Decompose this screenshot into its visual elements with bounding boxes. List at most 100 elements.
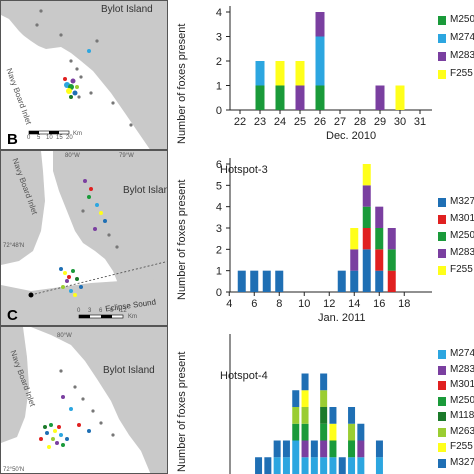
bar-F255 — [362, 164, 371, 186]
map-c-scale-unit: Km — [128, 314, 137, 320]
map-c-scale-1: 3 — [88, 308, 92, 314]
map-b-letter: B — [7, 131, 18, 148]
chart-0-xtick-label: 23 — [254, 116, 266, 128]
chart-0-xlabel: Dec. 2010 — [326, 130, 377, 142]
bar-M274 — [315, 36, 325, 86]
chart-1-xtick-label: 16 — [373, 298, 385, 310]
map-d-land — [1, 327, 167, 473]
chart-1-xtick-label: 10 — [298, 298, 310, 310]
map-c-fox-points — [28, 179, 167, 298]
bar-M327 — [292, 390, 300, 407]
map-c-scale-4: 12 — [120, 308, 127, 314]
bar-M250 — [320, 423, 328, 441]
bar-M327 — [375, 270, 384, 292]
chart-1-xtick-label: 14 — [348, 298, 360, 310]
bar-M301 — [387, 270, 396, 292]
chart-0-xtick-label: 24 — [274, 116, 286, 128]
legend-label: M250 — [450, 394, 474, 406]
chart-0-xtick-label: 27 — [334, 116, 346, 128]
map-d-lat: 72°50'N — [3, 467, 25, 473]
bar-M327 — [301, 373, 309, 391]
bar-M327 — [282, 440, 290, 458]
map-b-island-label: Bylot Island — [101, 4, 153, 15]
bar-M327 — [264, 457, 272, 474]
chart-0-ytick-label: 4 — [216, 7, 222, 19]
chart-0-xtick-label: 29 — [374, 116, 386, 128]
chart-0-ytick-label: 1 — [216, 81, 222, 93]
bar-M327 — [320, 373, 328, 391]
legend-swatch — [438, 266, 446, 275]
bar-M263 — [301, 407, 309, 424]
legend-label: M263 — [450, 425, 474, 437]
bar-M250 — [387, 249, 396, 271]
bar-M250 — [292, 423, 300, 441]
chart-hotspot-4: Number of foxes present Hotspot-4 M274 M2… — [168, 326, 474, 474]
legend-swatch — [438, 458, 446, 468]
legend-swatch — [438, 70, 446, 79]
bar-M327 — [255, 457, 263, 474]
legend-swatch — [438, 16, 446, 25]
bar-M327 — [350, 270, 359, 292]
chart-0-xtick-label: 30 — [394, 116, 406, 128]
legend-swatch — [438, 396, 446, 406]
legend-label: M283 — [450, 247, 474, 258]
bar-M327 — [375, 440, 383, 458]
legend-label: M274 — [450, 348, 474, 359]
chart-1-xlabel: Jan. 2011 — [318, 312, 366, 324]
bar-M327 — [337, 270, 346, 292]
legend-label: F255 — [450, 68, 473, 79]
bar-M250 — [348, 440, 356, 458]
map-c-scale-3: 9 — [110, 308, 114, 314]
bar-M327 — [362, 249, 371, 292]
map-b-scale-bar — [28, 130, 70, 135]
bar-M118 — [320, 407, 328, 424]
bar-F255 — [301, 390, 309, 407]
bar-M274 — [282, 457, 290, 474]
bar-M250 — [375, 228, 384, 250]
bar-M283 — [375, 85, 385, 110]
legend-swatch — [438, 350, 446, 359]
bar-M250 — [275, 85, 285, 110]
chart-1-xtick-label: 6 — [251, 298, 257, 310]
bar-M301 — [375, 249, 384, 271]
bar-M301 — [362, 228, 371, 250]
legend-label: M283 — [450, 363, 474, 375]
chart-0-xtick-label: 25 — [294, 116, 306, 128]
map-b-scale-3: 15 — [56, 135, 63, 141]
bar-M327 — [310, 440, 318, 458]
map-c-lon1: 80°W — [65, 153, 80, 159]
legend-swatch — [438, 365, 446, 375]
map-c-lat: 72°48'N — [3, 243, 25, 249]
legend-swatch — [438, 232, 446, 241]
bar-M274 — [357, 457, 365, 474]
bar-M327 — [250, 270, 259, 292]
legend-label: M250 — [450, 14, 474, 25]
bar-M250 — [329, 440, 337, 458]
bar-M327 — [273, 440, 281, 458]
map-b-scale-2: 10 — [46, 135, 53, 141]
legend-label: M118 — [450, 410, 474, 421]
bar-M327 — [275, 270, 284, 292]
chart-1-ytick-label: 4 — [216, 202, 222, 214]
legend-swatch — [438, 443, 446, 452]
legend-swatch — [438, 381, 446, 390]
map-c-island-label: Bylot Island — [123, 185, 167, 196]
bar-M274 — [301, 457, 309, 474]
chart-0-ytick-label: 0 — [216, 105, 222, 117]
chart-1-ytick-label: 1 — [216, 266, 222, 278]
map-b-scale-1: 5 — [37, 135, 41, 141]
bar-M250 — [315, 85, 325, 110]
legend-swatch — [438, 52, 446, 61]
legend-swatch — [438, 412, 446, 421]
bar-M283 — [315, 12, 325, 37]
map-c-letter: C — [7, 307, 18, 324]
map-d-fox-points — [39, 369, 115, 449]
bar-M283 — [357, 440, 365, 458]
map-b-scale-unit: Km — [73, 131, 82, 137]
legend-swatch — [438, 34, 446, 43]
chart-0-ytick-label: 2 — [216, 56, 222, 68]
bar-M263 — [348, 423, 356, 441]
bar-F255 — [329, 423, 337, 441]
bar-M283 — [362, 185, 371, 207]
